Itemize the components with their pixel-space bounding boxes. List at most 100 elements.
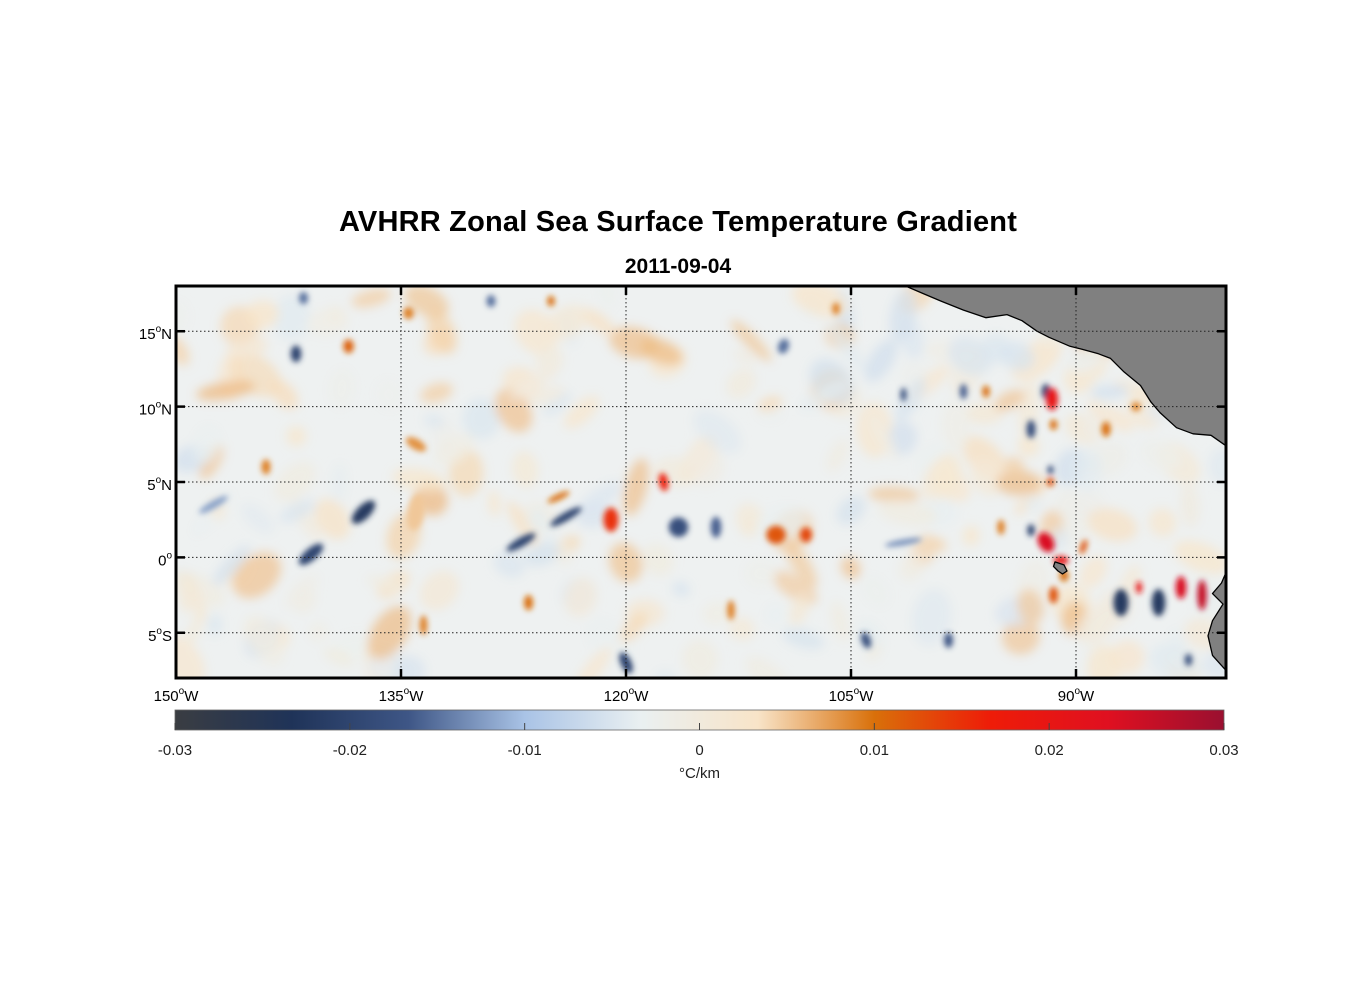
- noise-blob: [996, 470, 1042, 496]
- noise-blob: [840, 556, 861, 579]
- noise-blob: [895, 378, 926, 422]
- noise-blob: [1148, 508, 1177, 537]
- land-central-america: [903, 286, 1226, 447]
- noise-blob: [941, 400, 970, 452]
- y-tick-label: 15oN: [139, 324, 172, 343]
- gradient-feature: [1197, 580, 1207, 611]
- colorbar-tick-label: -0.03: [158, 742, 192, 759]
- noise-blob: [1017, 435, 1040, 457]
- noise-blob: [323, 647, 354, 667]
- gradient-feature: [766, 525, 786, 544]
- y-tick-label: 0o: [158, 550, 172, 569]
- noise-blob: [726, 368, 756, 399]
- noise-blob: [782, 628, 825, 650]
- gradient-feature: [885, 537, 922, 547]
- gradient-feature: [1101, 421, 1111, 437]
- noise-blob: [782, 537, 818, 588]
- gradient-feature: [199, 495, 228, 514]
- colorbar-unit-label: °C/km: [679, 765, 720, 782]
- noise-blob: [419, 570, 460, 611]
- land-mask: [903, 286, 1226, 672]
- colorbar: -0.03 -0.02 -0.01 0 0.01 0.02 0.03 °C/km: [158, 709, 1239, 782]
- noise-blob: [962, 525, 980, 547]
- gradient-field: [176, 286, 1226, 678]
- x-tick-label: 120oW: [604, 686, 650, 705]
- plot-frame: [174, 284, 1228, 680]
- noise-blob: [487, 490, 501, 517]
- plot-area: [174, 284, 1228, 680]
- gradient-feature: [777, 338, 790, 354]
- noise-blob: [1179, 483, 1200, 528]
- gradient-feature: [524, 595, 533, 611]
- noise-blob: [800, 380, 850, 410]
- noise-blob: [994, 389, 1026, 411]
- noise-blob: [619, 611, 648, 643]
- noise-blob: [642, 543, 674, 576]
- colorbar-tick-label: 0: [695, 742, 703, 759]
- noise-blob: [308, 622, 328, 642]
- x-tick-label: 135oW: [379, 686, 425, 705]
- gradient-feature: [1026, 420, 1036, 439]
- gradient-feature: [727, 600, 735, 620]
- noise-blob: [207, 614, 223, 636]
- gradient-feature: [298, 543, 324, 566]
- noise-blob: [789, 592, 810, 626]
- gradient-feature: [299, 292, 308, 305]
- colorbar-tick-label: -0.02: [333, 742, 367, 759]
- noise-blob: [564, 396, 600, 429]
- noise-blob: [329, 368, 355, 408]
- noise-blob: [828, 322, 865, 371]
- noise-blob: [392, 468, 446, 492]
- land-galapagos-islands: [1052, 561, 1068, 575]
- noise-blob: [404, 286, 449, 318]
- chart-subtitle: 2011-09-04: [624, 255, 732, 278]
- noise-blob: [970, 458, 1004, 496]
- gradient-feature: [1046, 477, 1055, 487]
- gradient-feature: [860, 632, 872, 649]
- noise-blob: [244, 614, 285, 666]
- noise-blob: [682, 639, 718, 678]
- colorbar-tick-label: 0.01: [860, 742, 889, 759]
- gradient-feature: [351, 500, 376, 524]
- gradient-feature: [1136, 581, 1142, 594]
- noise-blob: [183, 571, 206, 621]
- gradient-feature: [710, 516, 722, 538]
- noise-blob: [523, 541, 560, 567]
- gradient-feature: [261, 459, 271, 475]
- gradient-feature: [959, 384, 968, 400]
- noise-blob: [744, 559, 778, 588]
- noise-blob: [1087, 399, 1134, 432]
- gradient-feature: [1049, 419, 1058, 430]
- noise-blob: [232, 552, 282, 599]
- gridlines: [176, 286, 1226, 678]
- gradient-feature: [1047, 465, 1054, 475]
- x-axis-tick-labels: 150oW 135oW 120oW 105oW 90oW: [154, 686, 1095, 705]
- gradient-feature: [982, 385, 990, 398]
- noise-blob: [212, 545, 251, 586]
- noise-blob: [830, 600, 850, 642]
- gradient-feature: [668, 517, 689, 538]
- noise-blob: [426, 310, 458, 355]
- colorbar-tick-label: -0.01: [508, 742, 542, 759]
- noise-blob: [1140, 439, 1182, 471]
- noise-blob: [392, 655, 426, 678]
- noise-blob: [1079, 555, 1108, 588]
- gradient-feature: [603, 507, 619, 532]
- noise-blob: [921, 457, 957, 500]
- noise-blob: [869, 413, 898, 461]
- chart-title: AVHRR Zonal Sea Surface Temperature Grad…: [338, 206, 1018, 238]
- noise-blob: [826, 439, 849, 473]
- noise-blob: [672, 581, 690, 597]
- noise-blob: [462, 398, 501, 439]
- noise-blob: [862, 576, 889, 607]
- noise-blob: [868, 486, 920, 503]
- noise-blob: [728, 616, 755, 641]
- noise-blob: [192, 425, 221, 463]
- noise-blob: [911, 588, 952, 647]
- noise-blob: [1090, 385, 1130, 399]
- noise-blob: [889, 289, 917, 343]
- y-axis-tick-labels: 15oN 10oN 5oN 0o 5oS: [139, 324, 173, 645]
- gradient-feature: [419, 615, 428, 636]
- gradient-feature: [343, 339, 354, 354]
- noise-blob: [864, 339, 898, 383]
